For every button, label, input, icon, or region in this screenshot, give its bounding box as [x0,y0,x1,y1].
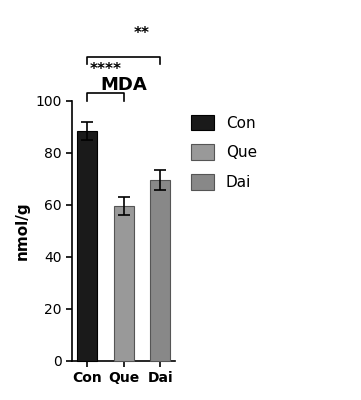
Title: MDA: MDA [100,76,147,94]
Text: **: ** [134,26,150,41]
Bar [114,206,134,360]
Text: ****: **** [89,62,121,78]
Legend: Con, Que, Dai: Con, Que, Dai [184,108,263,196]
Y-axis label: nmol/g: nmol/g [15,201,30,260]
Bar [150,180,170,360]
Bar [77,131,97,360]
